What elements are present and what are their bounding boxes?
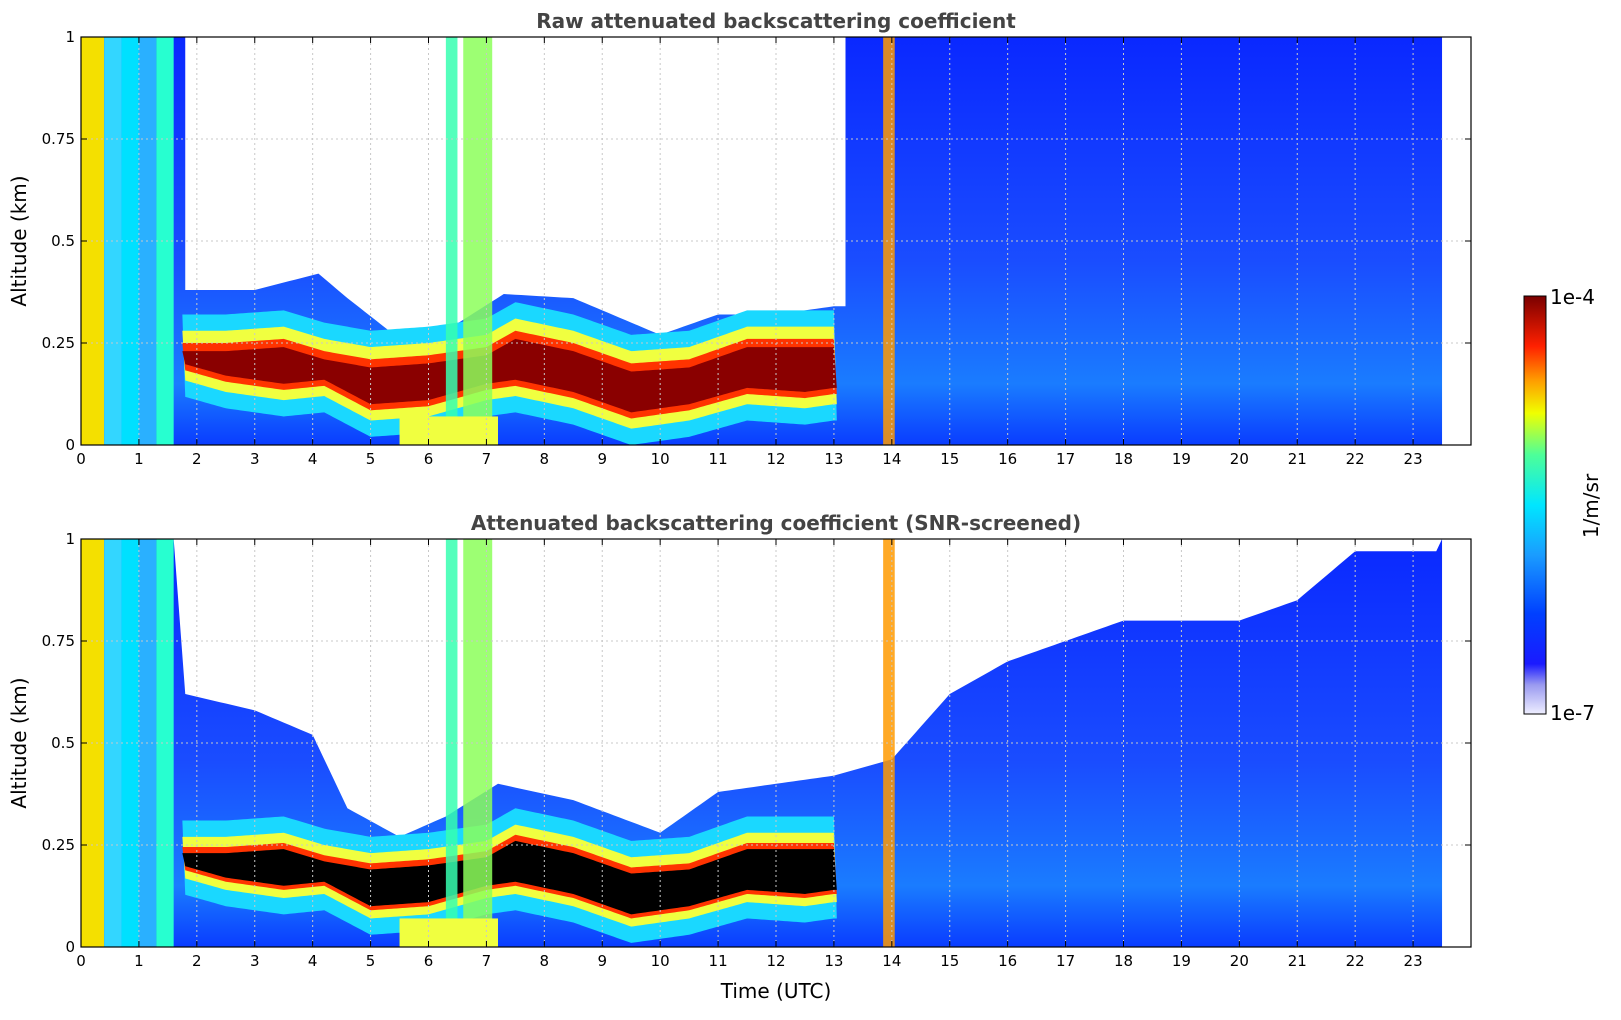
x-tick-label: 1 — [134, 450, 144, 468]
y-tick-label: 1 — [65, 530, 75, 548]
x-tick-label: 8 — [540, 952, 550, 970]
x-tick-label: 7 — [482, 450, 492, 468]
x-tick-label: 16 — [998, 952, 1017, 970]
x-tick-label: 23 — [1404, 952, 1423, 970]
colorbar-scale — [1523, 295, 1547, 715]
x-tick-label: 19 — [1172, 952, 1191, 970]
x-tick-label: 0 — [76, 952, 86, 970]
y-tick-label: 0.75 — [42, 632, 75, 650]
x-tick-label: 19 — [1172, 450, 1191, 468]
x-tick-label: 6 — [424, 450, 434, 468]
x-tick-label: 21 — [1288, 952, 1307, 970]
x-tick-label: 17 — [1056, 952, 1075, 970]
x-tick-label: 9 — [597, 450, 607, 468]
clear-region — [185, 37, 846, 339]
panel-screened: Attenuated backscattering coefficient (S… — [7, 511, 1472, 1003]
x-tick-label: 7 — [482, 952, 492, 970]
x-tick-label: 15 — [940, 952, 959, 970]
x-tick-label: 8 — [540, 450, 550, 468]
x-tick-label: 3 — [250, 450, 260, 468]
x-ticks-raw: 0 1 2 3 4 5 6 7 8 9 10 11 12 13 14 15 16 17 18 19 20 21 22 23 — [76, 37, 1423, 468]
x-tick-label: 3 — [250, 952, 260, 970]
y-ticks-raw: 0 0.25 0.5 0.75 1 — [42, 28, 1471, 454]
x-tick-label: 2 — [192, 952, 202, 970]
grid-screened — [81, 539, 1471, 947]
x-tick-label: 5 — [366, 952, 376, 970]
x-ticks-screened: 0 1 2 3 4 5 6 7 8 9 10 11 12 13 14 15 16 17 18 19 20 21 22 23 — [76, 539, 1423, 970]
y-tick-label: 0 — [65, 436, 75, 454]
early-signal-band — [121, 539, 139, 947]
x-tick-label: 10 — [651, 952, 670, 970]
early-signal-band — [121, 37, 139, 445]
saturated-core — [182, 840, 837, 915]
x-tick-label: 18 — [1114, 450, 1133, 468]
x-tick-label: 18 — [1114, 952, 1133, 970]
colorbar-max-label: 1e-4 — [1550, 285, 1595, 309]
colorbar-unit-label: 1/m/sr — [1579, 473, 1603, 538]
x-tick-label: 12 — [766, 450, 785, 468]
x-tick-label: 15 — [940, 450, 959, 468]
panel-2-title: Attenuated backscattering coefficient (S… — [471, 511, 1081, 535]
x-tick-label: 14 — [882, 450, 901, 468]
boundary-layer-core — [182, 338, 837, 413]
y-axis-label-raw: Altitude (km) — [7, 175, 31, 306]
y-tick-label: 0.5 — [51, 734, 75, 752]
x-tick-label: 10 — [651, 450, 670, 468]
surface-layer — [399, 918, 498, 947]
signal-column — [883, 539, 895, 947]
x-tick-label: 4 — [308, 952, 318, 970]
early-signal-band — [156, 539, 174, 947]
x-tick-label: 13 — [824, 450, 843, 468]
x-tick-label: 11 — [709, 952, 728, 970]
x-tick-label: 16 — [998, 450, 1017, 468]
x-tick-label: 20 — [1230, 450, 1249, 468]
x-tick-label: 6 — [424, 952, 434, 970]
x-tick-label: 21 — [1288, 450, 1307, 468]
x-tick-label: 14 — [882, 952, 901, 970]
x-tick-label: 22 — [1346, 952, 1365, 970]
y-ticks-screened: 0 0.25 0.5 0.75 1 — [42, 530, 1471, 956]
colorbar-min-label: 1e-7 — [1550, 701, 1595, 725]
x-tick-label: 11 — [709, 450, 728, 468]
y-tick-label: 0.5 — [51, 232, 75, 250]
panel-raw: Raw attenuated backscattering coefficien… — [7, 9, 1472, 468]
x-tick-label: 2 — [192, 450, 202, 468]
early-signal-band — [156, 37, 174, 445]
y-tick-label: 0.75 — [42, 130, 75, 148]
surface-layer — [399, 416, 498, 445]
panel-1-title: Raw attenuated backscattering coefficien… — [536, 9, 1016, 33]
x-tick-label: 17 — [1056, 450, 1075, 468]
x-tick-label: 9 — [597, 952, 607, 970]
heatmap-screened — [81, 539, 1443, 947]
y-tick-label: 0 — [65, 938, 75, 956]
x-tick-label: 0 — [76, 450, 86, 468]
y-tick-label: 0.25 — [42, 836, 75, 854]
grid-raw — [81, 37, 1471, 445]
y-axis-label-screened: Altitude (km) — [7, 677, 31, 808]
x-tick-label: 20 — [1230, 952, 1249, 970]
x-tick-label: 13 — [824, 952, 843, 970]
y-tick-label: 0.25 — [42, 334, 75, 352]
x-tick-label: 1 — [134, 952, 144, 970]
heatmap-raw — [81, 37, 1443, 445]
x-tick-label: 23 — [1404, 450, 1423, 468]
y-tick-label: 1 — [65, 28, 75, 46]
x-tick-label: 4 — [308, 450, 318, 468]
x-axis-label: Time (UTC) — [720, 979, 832, 1003]
x-tick-label: 12 — [766, 952, 785, 970]
signal-column — [883, 37, 895, 445]
colorbar: 1e-4 1e-7 1/m/sr — [1523, 285, 1603, 725]
x-tick-label: 5 — [366, 450, 376, 468]
x-tick-label: 22 — [1346, 450, 1365, 468]
